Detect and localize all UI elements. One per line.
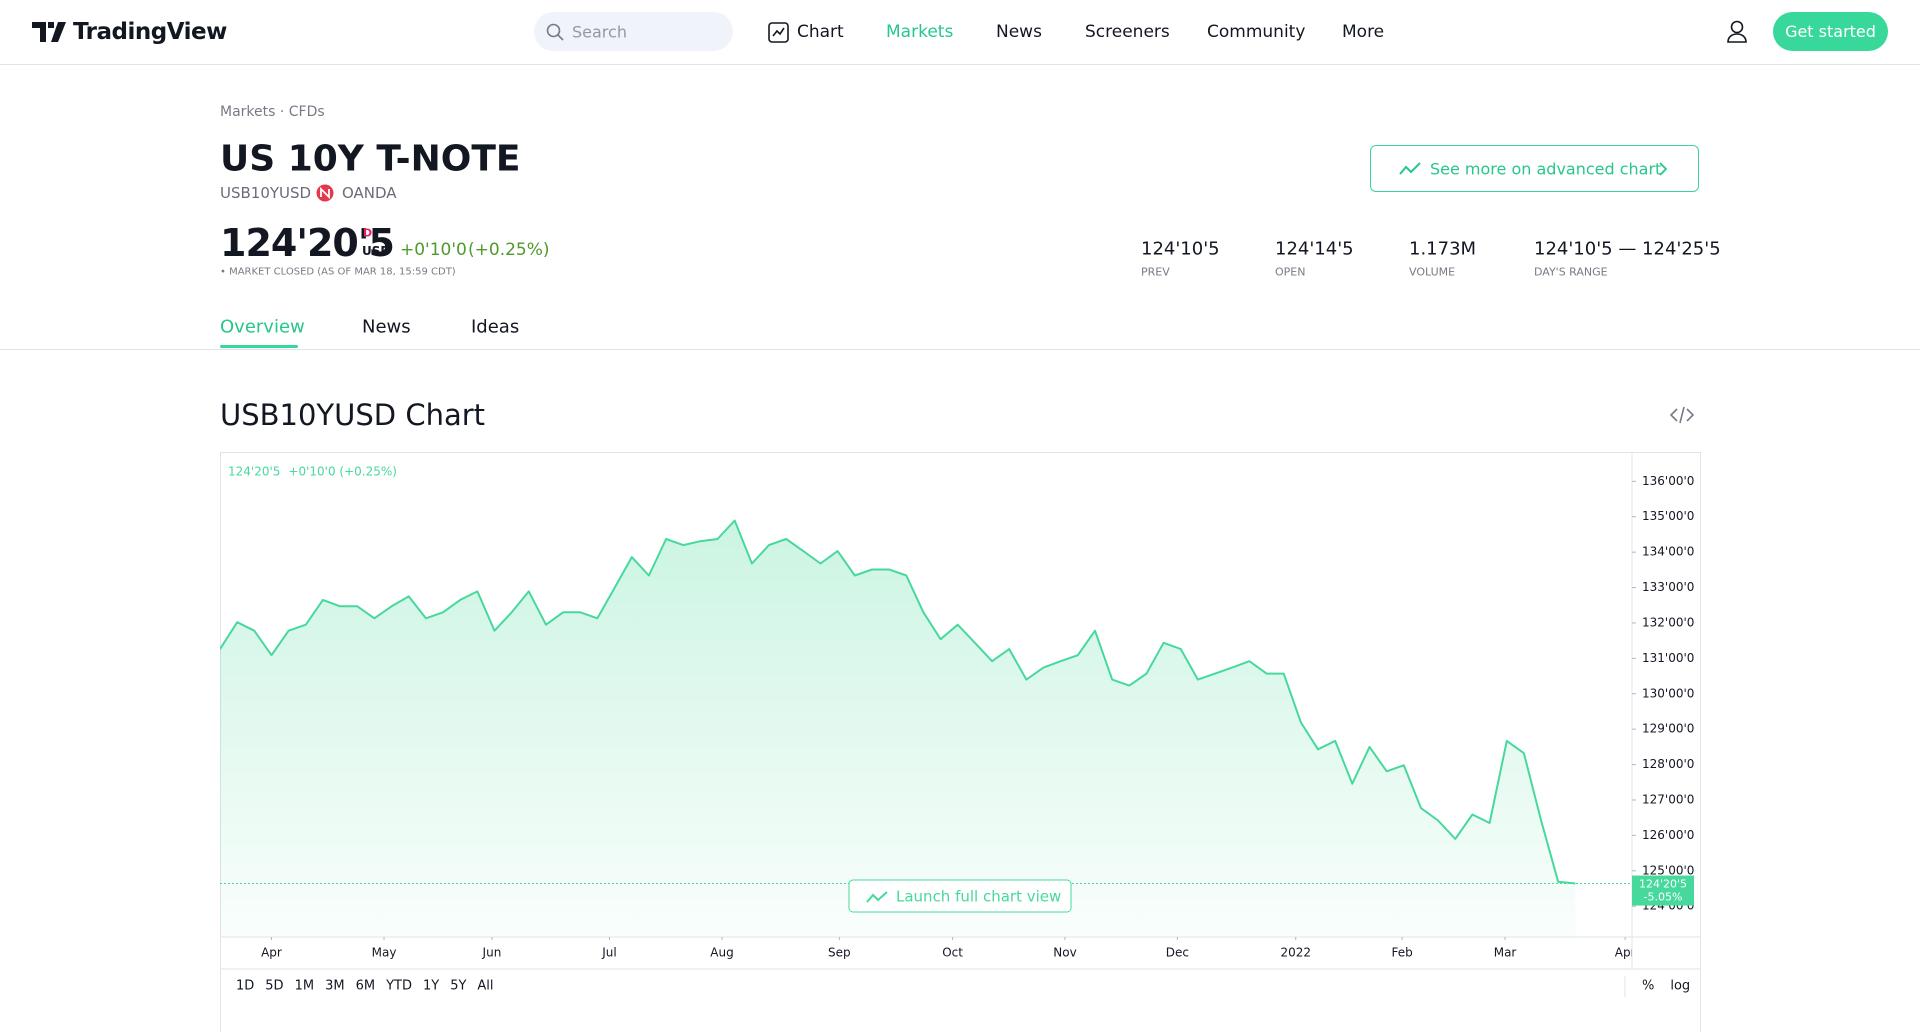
nav-link[interactable]: Markets [886,22,954,42]
last-change-label: -5.05% [1644,891,1683,904]
user-icon[interactable] [1726,20,1748,44]
tab[interactable]: Ideas [471,316,520,338]
nav-link[interactable]: Community [1207,22,1306,42]
range-button[interactable]: All [477,979,493,994]
y-tick-label: 134'00'0 [1642,545,1694,559]
y-tick-label: 135'00'0 [1642,509,1694,523]
currency: USD [362,244,391,258]
stat-value: 124'10'5 — 124'25'5 [1534,238,1721,260]
chart-heading: USB10YUSD Chart [220,398,486,432]
exchange: OANDA [342,184,397,202]
x-tick-label: Apr [261,946,282,960]
y-tick-label: 130'00'0 [1642,686,1694,700]
y-tick-label: 129'00'0 [1642,722,1694,736]
x-tick-label: May [372,946,397,960]
chart-icon [768,22,789,43]
price-line [220,519,1576,885]
stat-label: OPEN [1275,265,1306,279]
x-tick-label: Nov [1053,946,1076,960]
y-tick-label: 126'00'0 [1642,828,1694,842]
advanced-icon [1399,162,1421,175]
y-tick-label: 136'00'0 [1642,474,1694,488]
search-icon [546,23,564,41]
nav-link[interactable]: More [1342,22,1385,42]
range-button[interactable]: 1Y [423,979,439,994]
search-box[interactable]: Search [534,12,733,51]
x-tick-label: Oct [942,946,963,960]
time-axis: Apr May Jun Jul Aug Sep Oct Nov Dec 2022 Feb Mar Apr [261,937,1636,960]
price: 124'20'5 [220,221,395,265]
launch-button[interactable]: Launch full chart view [848,879,1072,913]
logo-icon [32,22,66,42]
stat-label: VOLUME [1409,265,1456,279]
range-button[interactable]: 6M [356,979,376,994]
y-tick-label: 133'00'0 [1642,580,1694,594]
divider [0,349,1920,350]
range-button[interactable]: 5D [265,979,283,994]
legend-price: 124'20'5 [228,465,280,479]
market-status: • MARKET CLOSED (AS OF MAR 18, 15:59 CDT… [220,266,456,278]
x-tick-label: Mar [1494,946,1517,960]
x-tick-label: Jul [601,946,616,960]
x-tick-label: Feb [1391,946,1412,960]
x-tick-label: Sep [828,946,851,960]
last-price-badge [1632,875,1694,906]
nav-link[interactable]: News [996,22,1042,42]
range-button[interactable]: 3M [325,979,345,994]
chevron [1659,162,1668,176]
get-started-button[interactable]: Get started [1773,12,1888,51]
legend-change: +0'10'0 (+0.25%) [288,465,397,479]
embed-icon[interactable] [1670,406,1694,424]
change-percent: (+0.25%) [468,240,550,260]
breadcrumb[interactable]: Markets · CFDs [220,104,325,120]
tab[interactable]: News [362,316,411,338]
scale-option[interactable]: % [1642,979,1654,994]
price-flag: D [363,226,373,240]
tab-underline [220,345,298,348]
advanced-chart-label: See more on advanced chart [1430,159,1662,179]
launch-icon [866,891,888,903]
advanced-chart-button[interactable]: See more on advanced chart [1370,145,1699,192]
scale-option[interactable]: log [1670,979,1690,994]
change: +0'10'0 [400,240,467,260]
search-placeholder: Search [572,22,627,42]
stat-value: 124'14'5 [1275,238,1354,260]
x-tick-label: Aug [710,946,733,960]
x-tick-label: Jun [482,946,502,960]
exchange-icon [316,184,334,202]
nav-link[interactable]: Screeners [1085,22,1170,42]
y-tick-label: 131'00'0 [1642,651,1694,665]
range-button[interactable]: 1M [295,979,315,994]
range-button[interactable]: 5Y [450,979,466,994]
y-tick-label: 132'00'0 [1642,615,1694,629]
launch-button-frame [848,879,1072,913]
stat-label: PREV [1141,265,1170,279]
x-tick-label: 2022 [1280,946,1311,960]
stat-value: 124'10'5 [1141,238,1220,260]
stat-label: DAY'S RANGE [1534,265,1608,279]
logo[interactable]: TradingView [73,19,227,45]
last-price-label: 124'20'5 [1639,878,1687,891]
x-tick-label: Dec [1166,946,1189,960]
nav-link[interactable]: Chart [797,22,844,42]
area-fill [220,520,1576,937]
stat-value: 1.173M [1409,238,1477,260]
chart: 124'00'0125'00'0126'00'0127'00'0128'00'0… [220,452,1701,1032]
tab[interactable]: Overview [220,316,305,338]
symbol-title: US 10Y T-NOTE [220,138,521,180]
ticker: USB10YUSD [220,184,312,202]
launch-label: Launch full chart view [896,888,1061,906]
x-tick-label: Apr [1615,946,1636,960]
y-tick-label: 128'00'0 [1642,757,1694,771]
range-button[interactable]: YTD [385,979,412,994]
y-tick-label: 127'00'0 [1642,792,1694,806]
header: TradingView Search Chart Markets News Sc… [0,0,1920,65]
y-tick-label: 125'00'0 [1642,863,1694,877]
range-button[interactable]: 1D [236,979,254,994]
